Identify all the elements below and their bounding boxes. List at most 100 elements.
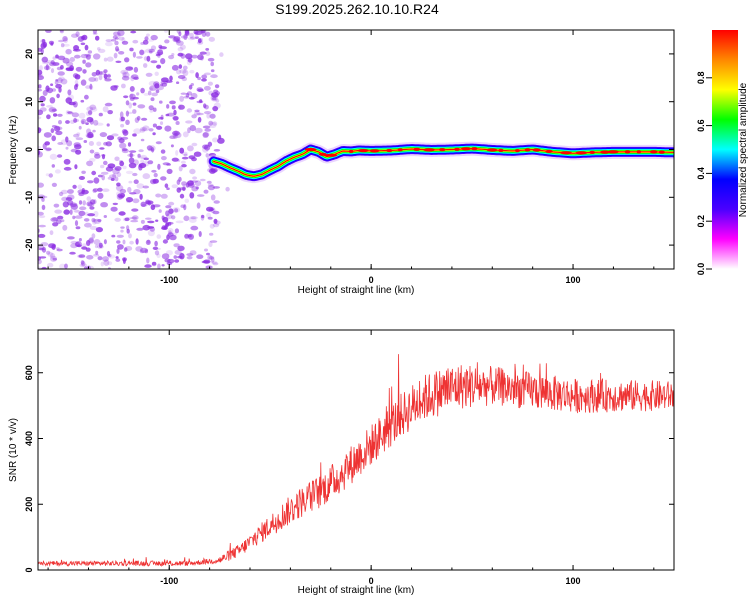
noise-speckle	[70, 203, 79, 210]
noise-speckle	[193, 151, 202, 157]
noise-speckle	[92, 188, 99, 193]
noise-speckle	[122, 257, 127, 262]
noise-speckle	[87, 50, 93, 54]
noise-speckle	[91, 218, 96, 223]
noise-speckle	[189, 216, 197, 220]
ridge-peak-spot	[318, 152, 327, 156]
noise-speckle	[171, 105, 176, 110]
noise-speckle	[86, 116, 94, 123]
noise-speckle	[117, 32, 121, 38]
noise-speckle	[56, 248, 63, 252]
noise-speckle	[83, 140, 88, 143]
noise-speckle	[106, 250, 111, 257]
noise-speckle	[154, 71, 159, 77]
ridge-peak-spot	[439, 148, 446, 152]
noise-speckle	[188, 217, 197, 223]
noise-speckle	[89, 149, 95, 154]
noise-speckle	[62, 224, 68, 231]
ridge-peak-spot	[471, 147, 478, 151]
noise-speckle	[139, 49, 145, 56]
noise-speckle	[197, 41, 204, 45]
noise-speckle	[60, 219, 65, 223]
noise-speckle	[78, 112, 86, 119]
noise-speckle	[41, 204, 46, 211]
ridge-peak-spot	[325, 153, 338, 157]
noise-speckle	[132, 215, 139, 221]
noise-speckle	[42, 143, 47, 150]
noise-speckle	[208, 208, 215, 212]
noise-speckle	[210, 69, 215, 73]
spectrogram-y-ticks: -20 -10 0 10 20	[24, 49, 674, 252]
noise-speckle	[117, 30, 125, 37]
noise-speckle	[106, 123, 110, 127]
noise-speckle	[204, 128, 211, 132]
noise-speckle	[101, 174, 105, 181]
noise-speckle	[113, 85, 119, 88]
noise-speckle	[183, 96, 190, 99]
noise-speckle	[111, 133, 119, 137]
x-tick-label: -100	[160, 275, 178, 285]
noise-speckle	[103, 57, 108, 62]
noise-speckle	[125, 66, 134, 71]
noise-speckle	[120, 229, 124, 233]
noise-speckle	[148, 128, 154, 132]
noise-speckle	[217, 137, 225, 144]
ridge-peak-spot	[423, 148, 436, 152]
noise-speckle	[186, 91, 193, 96]
noise-speckle	[207, 184, 215, 191]
noise-speckle	[86, 254, 94, 260]
noise-speckle	[144, 36, 149, 41]
noise-speckle	[121, 83, 126, 89]
noise-speckle	[140, 138, 145, 142]
noise-speckle	[174, 249, 182, 255]
noise-speckle	[47, 262, 54, 268]
snr-y-ticks: 0 200 400 600	[24, 365, 674, 573]
noise-speckle	[161, 253, 170, 260]
noise-speckle	[89, 85, 94, 91]
noise-speckle	[201, 74, 208, 79]
noise-speckle	[57, 77, 63, 84]
noise-speckle	[205, 153, 210, 158]
noise-speckle	[204, 72, 211, 76]
noise-speckle	[160, 176, 167, 181]
noise-speckle	[67, 89, 72, 96]
noise-speckle	[119, 142, 127, 149]
snr-frame	[37, 329, 675, 571]
noise-speckle	[40, 47, 44, 55]
noise-speckle	[145, 217, 152, 220]
noise-speckle	[210, 256, 215, 263]
colorbar-tick-label: 0.0	[696, 263, 706, 276]
x-tick-label: 100	[566, 275, 581, 285]
noise-speckle	[89, 225, 98, 230]
x-tick-label: 0	[369, 275, 374, 285]
noise-speckle	[72, 184, 77, 189]
noise-speckle	[193, 30, 199, 35]
noise-speckle	[112, 202, 119, 206]
noise-speckle	[38, 149, 41, 156]
noise-speckle	[209, 113, 216, 119]
noise-speckle	[158, 209, 162, 213]
noise-speckle	[38, 109, 44, 116]
noise-speckle	[150, 45, 157, 51]
y-tick-label: 0	[24, 567, 34, 572]
noise-speckle	[159, 100, 163, 104]
noise-speckle	[189, 36, 197, 40]
noise-speckle	[119, 160, 125, 167]
noise-speckle	[143, 63, 148, 68]
noise-speckle	[125, 110, 129, 117]
noise-speckle	[202, 132, 209, 138]
noise-speckle	[118, 211, 126, 216]
noise-speckle	[91, 233, 96, 239]
noise-speckle	[119, 188, 127, 194]
noise-speckle	[197, 194, 205, 197]
noise-speckle	[132, 109, 137, 114]
noise-speckle	[58, 87, 62, 93]
noise-speckle	[51, 164, 55, 168]
ridge-peak-spot	[454, 147, 460, 151]
noise-speckle	[38, 75, 44, 81]
noise-speckle	[191, 142, 198, 147]
noise-speckle	[148, 105, 154, 111]
noise-speckle	[161, 215, 165, 220]
noise-speckle	[199, 51, 207, 55]
noise-speckle	[88, 141, 94, 146]
